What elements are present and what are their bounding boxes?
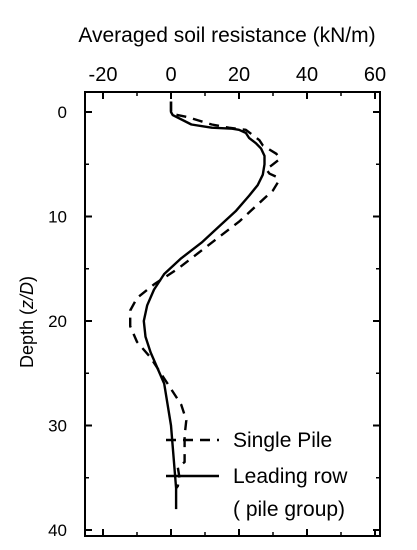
y-axis-label-suffix: ) <box>17 276 37 282</box>
legend-label: ( pile group) <box>233 498 345 521</box>
x-tick-label: 40 <box>296 64 318 86</box>
leading-row-line <box>142 101 266 510</box>
y-tick-label: 0 <box>58 103 67 122</box>
legend: Single Pile Leading row ( pile group) <box>166 429 348 521</box>
x-tick-label: 20 <box>228 64 250 86</box>
x-tick-label: 60 <box>364 64 386 86</box>
ticks-layer: -20 0 20 40 60 0 10 20 30 40 <box>48 64 386 540</box>
y-axis-label: Depth (z/D) <box>17 276 37 368</box>
y-axis-label-variable: z/D <box>17 282 37 310</box>
legend-label: Single Pile <box>233 429 332 452</box>
y-axis-label-prefix: Depth ( <box>17 309 37 368</box>
y-tick-label: 20 <box>48 312 67 331</box>
legend-label: Leading row <box>233 465 348 488</box>
series-layer <box>129 101 281 510</box>
chart-title: Averaged soil resistance (kN/m) <box>78 24 375 47</box>
y-tick-label: 10 <box>48 208 67 227</box>
x-tick-label: -20 <box>89 64 118 86</box>
y-tick-label: 40 <box>48 521 67 540</box>
y-tick-label: 30 <box>48 417 67 436</box>
plot-frame <box>84 91 381 537</box>
x-tick-label: 0 <box>165 64 176 86</box>
single-pile-line <box>129 101 281 489</box>
